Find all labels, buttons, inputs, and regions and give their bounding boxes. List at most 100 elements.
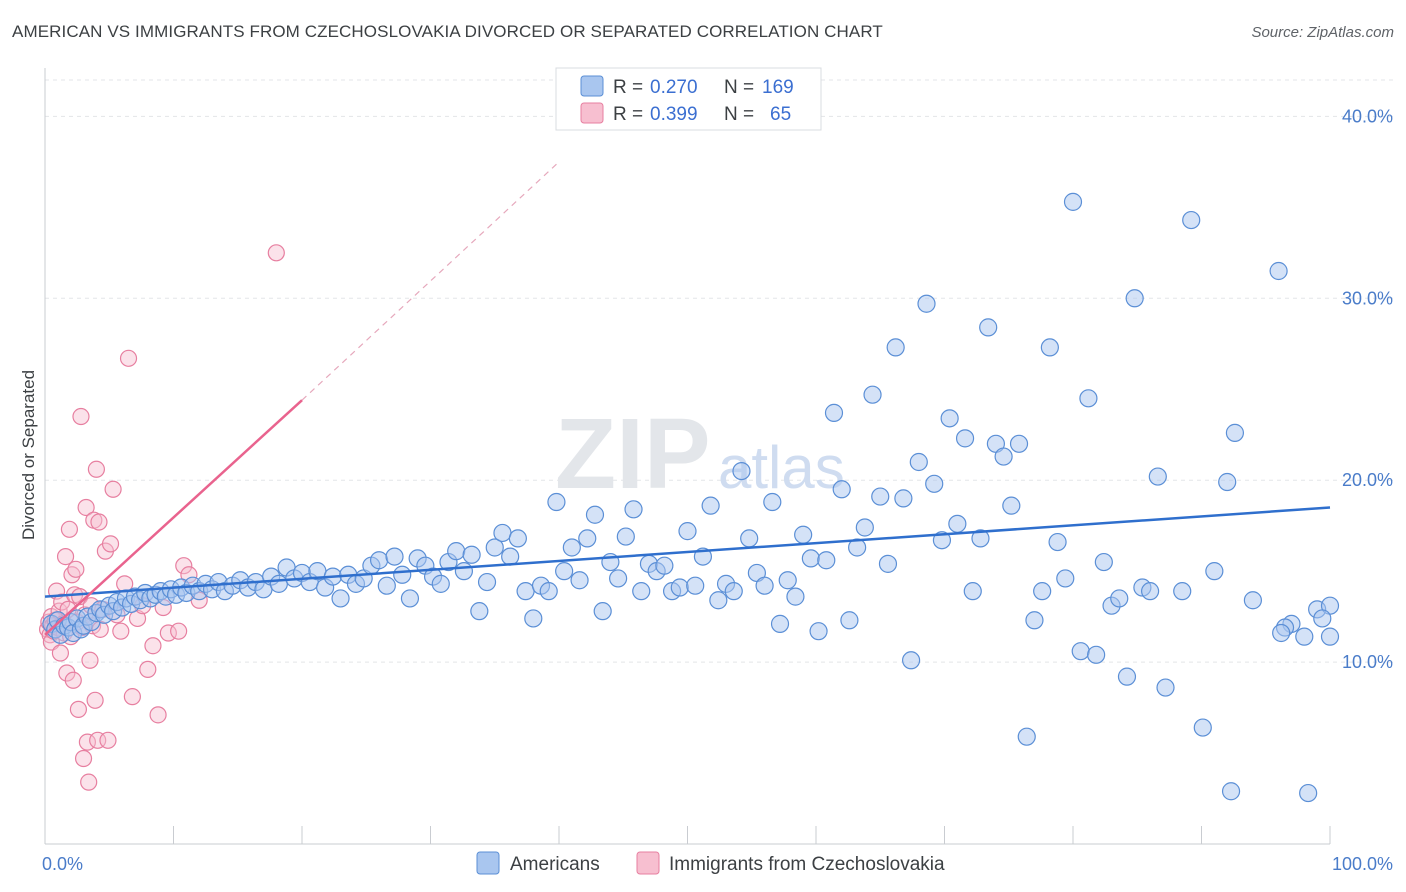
legend-r-label-2: R = <box>613 104 643 125</box>
american-point-117 <box>824 403 844 422</box>
source-label: Source: ZipAtlas.com <box>1251 24 1394 41</box>
czech-point-56 <box>144 637 162 655</box>
american-point-58 <box>370 551 389 570</box>
american-point-91 <box>624 500 643 519</box>
american-point-162 <box>1182 210 1201 230</box>
watermark-zip: ZIP <box>555 398 711 510</box>
x-tick-label-0: 0.0% <box>42 854 83 874</box>
american-point-45 <box>269 574 288 593</box>
american-point-75 <box>501 547 520 566</box>
american-point-134 <box>955 429 975 448</box>
american-point-150 <box>1079 389 1098 408</box>
american-point-59 <box>377 576 396 595</box>
american-point-119 <box>840 611 859 630</box>
legend-r-value-1: 0.270 <box>650 77 698 98</box>
american-point-145 <box>1040 338 1059 357</box>
american-point-152 <box>1094 552 1113 572</box>
watermark: ZIP atlas <box>555 398 845 510</box>
american-point-76 <box>508 529 527 548</box>
czech-point-53 <box>128 609 147 628</box>
american-point-77 <box>516 582 535 601</box>
y-tick-label-1: 20.0% <box>1342 470 1393 490</box>
american-point-71 <box>470 602 489 621</box>
czech-point-27 <box>72 407 90 426</box>
american-point-133 <box>948 514 967 533</box>
american-point-175 <box>1221 782 1241 801</box>
american-point-102 <box>709 591 728 610</box>
american-point-137 <box>979 318 998 337</box>
american-point-148 <box>1063 192 1083 211</box>
czech-point-18 <box>60 520 79 538</box>
american-point-142 <box>1017 727 1036 746</box>
czech-point-55 <box>139 660 157 678</box>
american-point-99 <box>686 576 705 595</box>
american-point-139 <box>994 447 1013 466</box>
czech-point-51 <box>119 349 138 367</box>
czech-point-49 <box>112 622 130 640</box>
legend-n-value-2: 65 <box>770 104 791 125</box>
american-point-178 <box>1320 627 1340 646</box>
czech-points <box>38 244 285 791</box>
american-point-167 <box>1243 591 1263 610</box>
czech-point-33 <box>80 773 98 791</box>
chart-title: AMERICAN VS IMMIGRANTS FROM CZECHOSLOVAK… <box>12 22 883 41</box>
american-point-95 <box>655 556 674 575</box>
czech-point-39 <box>87 460 106 478</box>
americans-trend-line <box>44 506 1331 598</box>
american-point-155 <box>1117 667 1137 686</box>
american-point-125 <box>886 338 905 357</box>
czech-point-34 <box>81 651 99 669</box>
american-point-151 <box>1087 645 1106 664</box>
american-point-82 <box>555 562 574 581</box>
american-point-111 <box>778 571 797 590</box>
american-point-97 <box>670 578 689 597</box>
american-point-166 <box>1225 423 1245 442</box>
american-point-130 <box>925 474 944 493</box>
american-point-132 <box>940 409 959 428</box>
american-point-159 <box>1148 467 1167 486</box>
american-point-60 <box>385 547 404 566</box>
american-point-78 <box>524 609 543 628</box>
y-axis-label: Divorced or Separated <box>19 370 38 540</box>
american-point-144 <box>1033 582 1052 601</box>
czech-point-64 <box>267 244 285 262</box>
czech-point-29 <box>74 749 93 768</box>
american-point-62 <box>400 589 420 608</box>
czech-point-25 <box>69 700 88 718</box>
american-point-135 <box>963 582 982 601</box>
american-point-161 <box>1173 582 1192 601</box>
czech-point-21 <box>64 671 82 689</box>
czech-point-38 <box>86 691 104 709</box>
american-point-92 <box>632 582 651 601</box>
legend-swatch-americans <box>580 75 604 97</box>
american-point-90 <box>616 527 635 546</box>
legend-n-label-2: N = <box>724 104 754 125</box>
legend-bottom-czech: Immigrants from Czechoslovakia <box>669 854 945 875</box>
american-point-122 <box>863 385 882 404</box>
american-point-141 <box>1009 434 1029 453</box>
american-point-69 <box>454 562 474 581</box>
x-tick-label-1: 100.0% <box>1332 854 1393 874</box>
czech-point-23 <box>67 560 85 578</box>
american-point-140 <box>1002 496 1021 515</box>
american-point-101 <box>701 496 720 515</box>
czech-trend-extension <box>301 161 560 401</box>
american-point-87 <box>593 602 612 621</box>
american-point-174 <box>1313 609 1332 628</box>
american-point-170 <box>1295 627 1314 646</box>
american-point-105 <box>732 461 751 481</box>
american-point-156 <box>1125 289 1144 308</box>
y-tick-labels: 10.0% 20.0% 30.0% 40.0% <box>1342 106 1393 672</box>
american-point-81 <box>547 492 566 512</box>
american-point-154 <box>1110 589 1129 608</box>
axes <box>44 68 1331 845</box>
american-point-86 <box>585 505 605 524</box>
american-point-80 <box>539 582 558 601</box>
american-point-98 <box>678 522 697 541</box>
czech-point-60 <box>170 622 188 640</box>
czech-point-41 <box>90 513 108 531</box>
american-point-110 <box>770 614 790 633</box>
czech-point-57 <box>149 706 167 724</box>
american-point-112 <box>786 587 805 606</box>
legend-top: R = 0.270 N = 169 R = 0.399 N = 65 <box>555 67 822 131</box>
